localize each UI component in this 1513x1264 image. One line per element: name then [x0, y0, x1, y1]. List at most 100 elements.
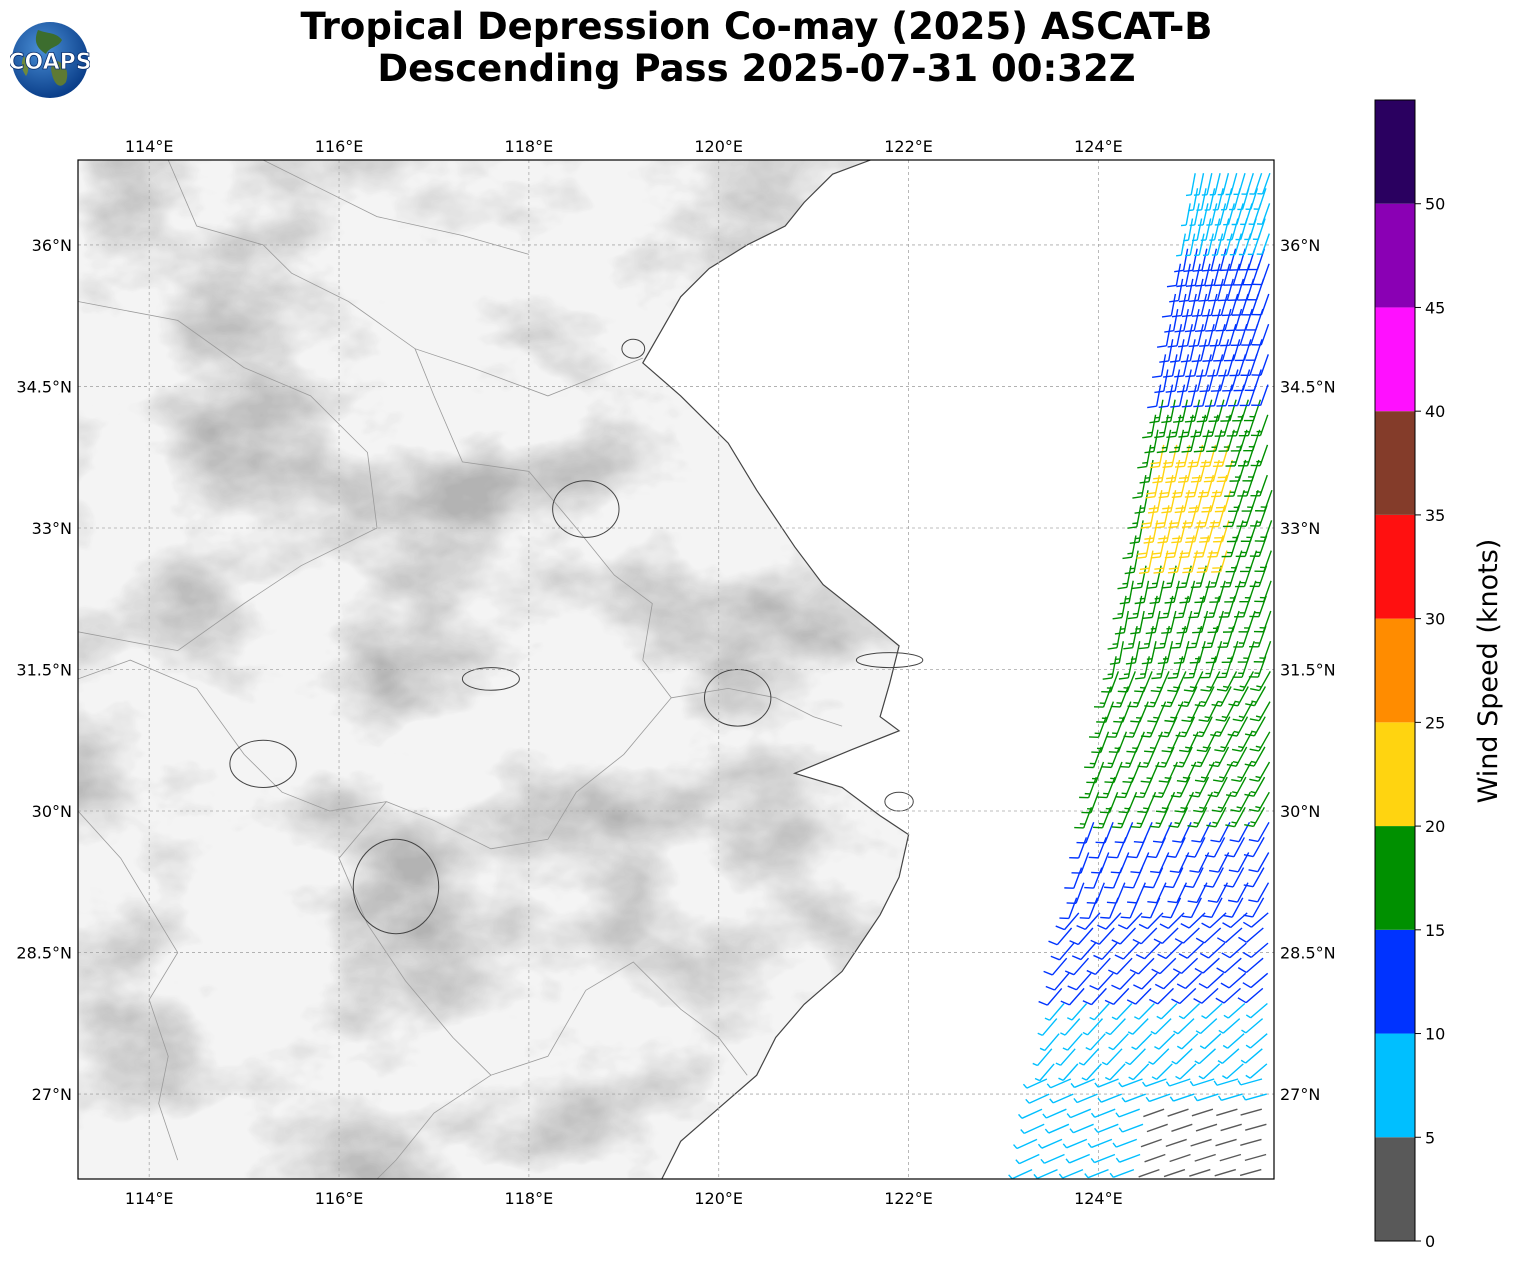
barb-flag [1245, 359, 1256, 361]
wind-barb [1134, 671, 1153, 693]
barb-flag [1253, 630, 1264, 633]
colorbar-bin [1375, 411, 1415, 515]
barb-staff [1211, 897, 1223, 918]
wind-barb [1176, 565, 1192, 589]
wind-barb [1183, 248, 1198, 273]
barb-staff [1109, 1018, 1126, 1036]
barb-staff [1097, 1123, 1119, 1134]
barb-flag [1069, 940, 1079, 946]
wind-barb [1154, 505, 1170, 529]
wind-barb [1173, 595, 1189, 619]
barb-flag [1202, 506, 1213, 509]
wind-barb [1210, 248, 1227, 272]
wind-barb [1091, 731, 1110, 754]
barb-flag [1166, 435, 1176, 438]
barb-flag [1194, 779, 1205, 783]
globe-icon [12, 22, 88, 98]
barb-half-flag [1136, 717, 1142, 719]
barb-half-flag [1238, 253, 1245, 256]
wind-barb [1164, 535, 1181, 559]
barb-flag [1236, 329, 1246, 331]
barb-flag [1228, 869, 1239, 873]
barb-staff [1218, 324, 1226, 346]
wind-barb [1168, 505, 1184, 529]
barb-flag [1243, 854, 1254, 858]
barb-flag [1152, 840, 1163, 844]
wind-barb [1173, 1018, 1195, 1035]
barb-half-flag [1201, 416, 1208, 419]
barb-staff [1163, 972, 1180, 990]
barb-staff [1214, 173, 1221, 195]
title-line-2: Descending Pass 2025-07-31 00:32Z [377, 47, 1136, 90]
barb-flag [1189, 794, 1199, 798]
barb-half-flag [1124, 597, 1130, 600]
barb-flag [1175, 734, 1186, 738]
barb-flag [1205, 661, 1216, 664]
barb-staff [1060, 1048, 1076, 1066]
barb-half-flag [1104, 1076, 1111, 1081]
wind-barb [1240, 1108, 1262, 1116]
barb-half-flag [1181, 731, 1187, 734]
barb-flag [1156, 345, 1167, 348]
barb-staff [1183, 308, 1189, 331]
wind-barb [1183, 671, 1204, 692]
barb-half-flag [1197, 224, 1204, 226]
barb-staff [1074, 1078, 1095, 1089]
barb-staff [1068, 987, 1085, 1006]
wind-barb [1176, 233, 1186, 257]
wind-barb [1049, 1093, 1074, 1104]
barb-staff [1182, 354, 1190, 377]
barb-flag [1237, 997, 1247, 1004]
barb-flag [1137, 765, 1148, 768]
barb-half-flag [1132, 747, 1138, 750]
barb-flag [1217, 646, 1228, 648]
barb-half-flag [1200, 776, 1207, 779]
barb-flag [1091, 751, 1101, 754]
barb-half-flag [1245, 1044, 1251, 1049]
barb-flag [1158, 495, 1169, 499]
wind-barb [1114, 822, 1134, 844]
barb-flag [1111, 939, 1121, 945]
barb-staff [1217, 188, 1224, 210]
barb-staff [1216, 1078, 1239, 1086]
barb-flag [1084, 766, 1094, 769]
barb-staff [1066, 1138, 1088, 1149]
wind-barb [1101, 671, 1120, 693]
barb-half-flag [1197, 627, 1203, 630]
barb-flag [1140, 526, 1151, 529]
wind-barb [1066, 1108, 1092, 1119]
barb-flag [1195, 525, 1206, 528]
barb-staff [1086, 1063, 1102, 1081]
wind-barb [1110, 686, 1129, 708]
barb-flag [1194, 329, 1205, 333]
barb-half-flag [1223, 223, 1229, 226]
province-border [78, 659, 387, 812]
barb-flag [1198, 299, 1208, 302]
wind-barb [1225, 308, 1243, 332]
barb-half-flag [1249, 193, 1255, 195]
barb-flag [1122, 780, 1133, 784]
wind-barb [1046, 1078, 1072, 1089]
wind-barb [1181, 384, 1198, 408]
barb-flag [1207, 794, 1218, 798]
barb-flag [1143, 541, 1154, 544]
barb-flag [1185, 284, 1196, 287]
wind-barb [1227, 716, 1249, 737]
barb-staff [1044, 1153, 1065, 1164]
barb-staff [1240, 1138, 1262, 1146]
wind-barb [1176, 610, 1193, 634]
barb-staff [1180, 293, 1187, 316]
barb-flag [1244, 389, 1255, 392]
barb-flag [1120, 916, 1131, 919]
wind-barb [1067, 972, 1092, 991]
barb-flag [1188, 299, 1199, 303]
barb-flag [1204, 284, 1215, 287]
wind-barb [1248, 821, 1270, 843]
wind-barb [1192, 610, 1209, 634]
barb-staff [1113, 1168, 1135, 1178]
barb-half-flag [1251, 730, 1257, 734]
barb-flag [1251, 404, 1261, 407]
barb-flag [1181, 314, 1192, 318]
wind-barb [1195, 263, 1211, 287]
barb-flag [1164, 719, 1174, 723]
